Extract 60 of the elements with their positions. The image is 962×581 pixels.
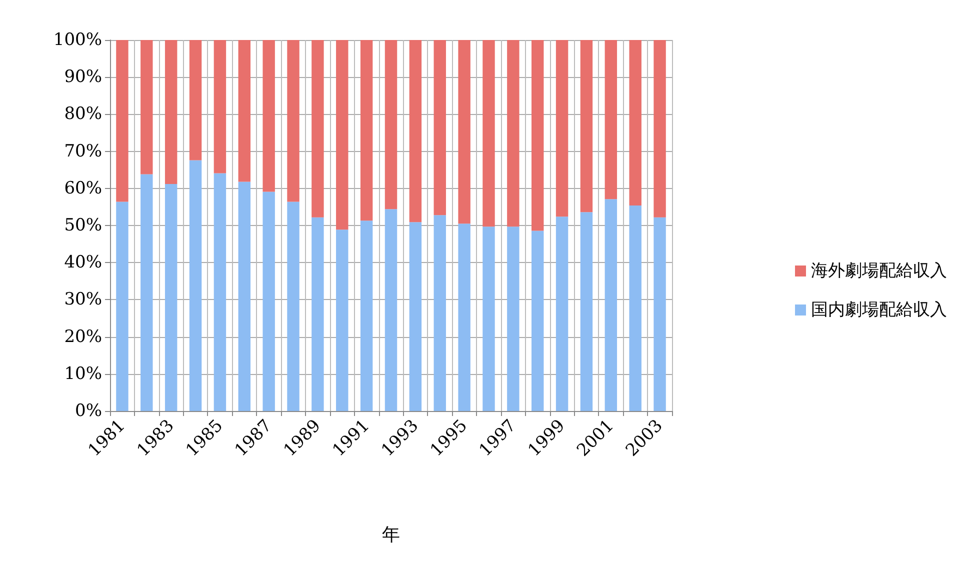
bar — [629, 40, 642, 206]
bar — [654, 217, 666, 411]
y-tick-label: 30% — [64, 290, 102, 310]
y-tick-label: 40% — [64, 252, 102, 273]
bar — [409, 222, 422, 411]
bar — [629, 205, 642, 411]
bar — [604, 199, 618, 411]
bar — [556, 216, 568, 411]
bar — [360, 220, 373, 411]
legend-label: 国内劇場配給収入 — [811, 300, 947, 320]
bar — [580, 212, 593, 411]
y-tick-label: 90% — [64, 67, 102, 88]
bar — [164, 40, 178, 184]
bar — [312, 40, 324, 218]
bar — [482, 226, 495, 411]
bar — [532, 40, 544, 231]
bar — [507, 226, 520, 411]
bar — [580, 40, 593, 212]
bar — [262, 40, 275, 192]
bar — [140, 40, 153, 174]
bar — [238, 182, 250, 411]
bar — [360, 40, 373, 221]
bar — [262, 192, 275, 411]
y-tick-label: 60% — [64, 178, 102, 198]
bar — [189, 40, 202, 160]
x-axis-title: 年 — [382, 524, 400, 546]
bar — [482, 40, 495, 227]
bar — [189, 160, 202, 411]
bar — [312, 217, 324, 411]
y-tick-label: 100% — [53, 30, 102, 50]
bar — [458, 224, 470, 411]
bar — [287, 202, 300, 411]
bar — [238, 40, 250, 182]
bar — [434, 215, 446, 411]
y-tick-label: 50% — [64, 216, 102, 236]
bar — [116, 202, 128, 411]
bar — [532, 230, 544, 411]
y-tick-label: 10% — [64, 364, 102, 384]
bar — [384, 209, 398, 411]
y-tick-label: 80% — [64, 104, 102, 124]
bar — [116, 40, 128, 202]
bar — [507, 40, 520, 227]
y-tick-label: 0% — [75, 401, 102, 421]
bar — [214, 40, 226, 174]
bar — [214, 173, 226, 411]
bar — [458, 40, 470, 224]
y-tick-label: 20% — [64, 326, 102, 347]
bar — [604, 40, 618, 200]
bar — [654, 40, 666, 218]
bar — [409, 40, 422, 222]
bar — [164, 184, 178, 411]
legend-label: 海外劇場配給収入 — [811, 261, 947, 281]
bar — [336, 40, 348, 230]
bar — [434, 40, 446, 216]
bar — [287, 40, 300, 202]
y-tick-label: 70% — [64, 141, 102, 162]
bar — [336, 230, 348, 411]
bar — [384, 40, 398, 210]
bar — [556, 40, 568, 217]
bar — [140, 174, 153, 411]
